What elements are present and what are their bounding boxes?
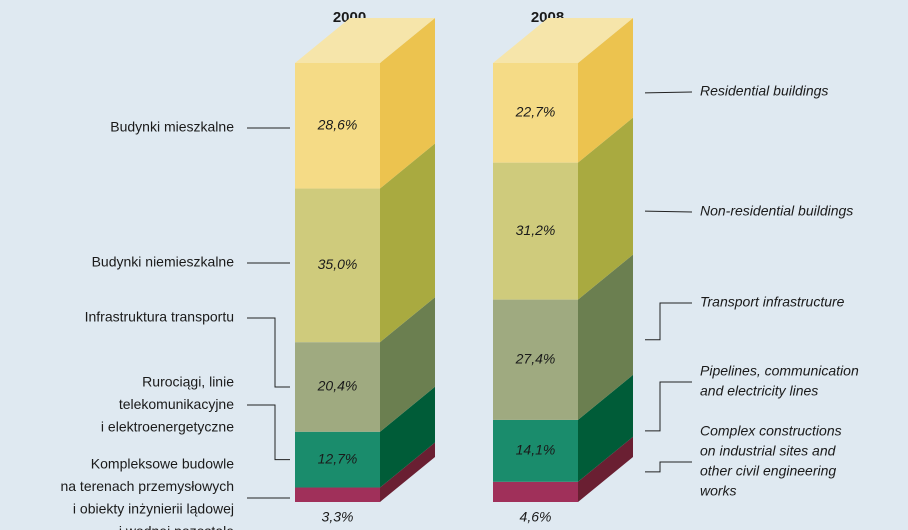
legend-label: i obiekty inżynierii lądowej xyxy=(73,501,234,517)
value-label: 4,6% xyxy=(520,509,552,525)
legend-label: Kompleksowe budowle xyxy=(91,456,234,472)
legend-label: Complex constructions xyxy=(700,423,842,439)
legend-label: other civil engineering xyxy=(700,463,836,479)
bar-segment xyxy=(295,431,380,488)
value-label: 27,4% xyxy=(515,350,556,366)
bar-top xyxy=(493,18,633,63)
bar-segment xyxy=(295,487,380,502)
bar-segment-side xyxy=(380,442,435,502)
bar-segment-side xyxy=(380,386,435,488)
legend-label: Transport infrastructure xyxy=(700,294,845,310)
bar-top xyxy=(295,18,435,63)
bar-segment xyxy=(493,299,578,420)
bar-segment-side xyxy=(380,18,435,189)
bar-segment xyxy=(493,481,578,502)
legend-label: Budynki niemieszkalne xyxy=(92,254,235,270)
legend-label: on industrial sites and xyxy=(700,443,837,459)
value-label: 31,2% xyxy=(516,222,556,238)
legend-label: and electricity lines xyxy=(700,383,818,399)
legend-label: na terenach przemysłowych xyxy=(60,478,234,494)
legend-label: Infrastruktura transportu xyxy=(85,309,234,325)
leader-line xyxy=(247,317,290,388)
value-label: 22,7% xyxy=(515,104,556,120)
leader-line xyxy=(645,461,692,473)
bar-segment-side xyxy=(380,297,435,432)
legend-label: i elektroenergetyczne xyxy=(101,419,234,435)
leader-line xyxy=(247,404,290,461)
legend-label: Non-residential buildings xyxy=(700,203,853,219)
bar-segment-side xyxy=(578,117,633,300)
bar-segment xyxy=(493,162,578,300)
legend-label: works xyxy=(700,483,737,499)
value-label: 35,0% xyxy=(318,256,358,272)
bar-segment xyxy=(295,342,380,432)
leader-line xyxy=(644,210,693,213)
legend-label: Residential buildings xyxy=(700,83,828,99)
bar-segment-side xyxy=(578,254,633,420)
legend-label: i wodnej pozostałe xyxy=(119,523,234,530)
leader-line xyxy=(645,381,692,432)
bar-segment-side xyxy=(380,143,435,343)
bar-segment-side xyxy=(578,18,633,163)
leader-line xyxy=(645,302,692,341)
value-label: 14,1% xyxy=(516,442,556,458)
value-label: 3,3% xyxy=(322,509,354,525)
leader-line xyxy=(644,91,693,94)
legend-label: telekomunikacyjne xyxy=(119,396,234,412)
bar-segment xyxy=(295,188,380,343)
bar-segment xyxy=(295,63,380,189)
legend-label: Budynki mieszkalne xyxy=(110,119,234,135)
value-label: 28,6% xyxy=(317,116,358,132)
bar-segment xyxy=(493,419,578,482)
value-label: 20,4% xyxy=(317,378,358,394)
value-label: 12,7% xyxy=(318,450,358,466)
bar-segment-side xyxy=(578,374,633,482)
bar-segment xyxy=(493,63,578,163)
legend-label: Pipelines, communication xyxy=(700,363,859,379)
bar-segment-side xyxy=(578,436,633,502)
legend-label: Rurociągi, linie xyxy=(142,374,234,390)
